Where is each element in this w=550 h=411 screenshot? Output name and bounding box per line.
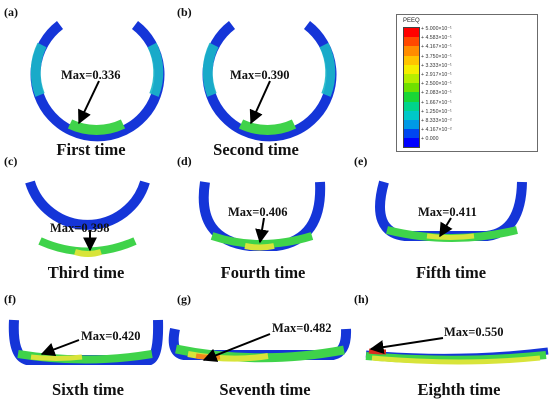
panel-c-caption: Third time	[47, 263, 125, 282]
panel-d-letter: (d)	[177, 154, 192, 168]
legend-swatch	[404, 92, 419, 102]
legend-swatch	[404, 55, 419, 65]
panel-d-max-label: Max=0.406	[228, 205, 288, 219]
panel-b-shape	[202, 21, 337, 142]
legend-label: + 2.500×10⁻¹	[421, 81, 452, 88]
panel-c-letter: (c)	[4, 154, 18, 168]
legend-swatch	[404, 28, 419, 38]
panel-h-caption: Eighth time	[417, 380, 501, 399]
legend-swatch	[404, 101, 419, 111]
panel-h-shape	[365, 337, 549, 365]
panel-h-max-label: Max=0.550	[444, 325, 504, 339]
legend-swatch	[404, 119, 419, 130]
legend-label: + 4.167×10⁻¹	[421, 44, 452, 51]
legend-swatch	[404, 37, 419, 47]
legend-swatch	[404, 129, 419, 139]
panel-g-max-label: Max=0.482	[272, 321, 332, 335]
legend-label: + 3.750×10⁻¹	[421, 53, 452, 60]
panel-a-max-label: Max=0.336	[61, 68, 121, 82]
panel-c-shape	[25, 180, 150, 257]
panel-b-letter: (b)	[177, 5, 192, 19]
legend-label: + 3.333×10⁻¹	[421, 62, 452, 69]
legend-label: + 2.917×10⁻¹	[421, 71, 452, 78]
legend-swatch	[404, 83, 419, 93]
panel-e-shape	[375, 180, 527, 242]
legend-swatch	[404, 110, 419, 120]
legend-label: + 4.167×10⁻²	[421, 127, 452, 134]
legend-swatch	[404, 73, 419, 84]
panel-a-caption: First time	[56, 140, 126, 159]
legend-title: PEEQ	[403, 18, 420, 24]
panel-c-max-label: Max=0.398	[50, 221, 110, 235]
panel-e-caption: Fifth time	[415, 263, 487, 282]
panel-a-shape	[30, 21, 165, 142]
panel-g-letter: (g)	[177, 292, 191, 306]
panel-e-max-label: Max=0.411	[418, 205, 477, 219]
panel-e-letter: (e)	[354, 154, 368, 168]
panel-b-caption: Second time	[213, 140, 299, 159]
panel-f-shape	[8, 319, 164, 365]
panel-h-letter: (h)	[354, 292, 369, 306]
legend-swatch	[404, 64, 419, 74]
legend-label: + 0.000	[421, 136, 439, 143]
legend-label: + 8.333×10⁻²	[421, 117, 452, 124]
legend-labels: + 5.000×10⁻¹ + 4.583×10⁻¹ + 4.167×10⁻¹ + 3.…	[421, 25, 452, 144]
panel-f-max-label: Max=0.420	[81, 329, 141, 343]
legend-label: + 4.583×10⁻¹	[421, 35, 452, 42]
panel-f-letter: (f)	[4, 292, 16, 306]
legend-swatch	[404, 46, 419, 56]
legend-label: + 2.083×10⁻¹	[421, 90, 452, 97]
peeq-legend: PEEQ + 5.000×10⁻¹ + 4.583×10⁻¹ + 4.167×10⁻…	[396, 14, 538, 152]
panel-g-shape	[168, 327, 352, 363]
legend-label: + 5.000×10⁻¹	[421, 26, 452, 32]
panel-a-letter: (a)	[4, 5, 18, 19]
panel-d-shape	[198, 181, 326, 251]
legend-swatch	[404, 138, 419, 148]
panel-b-max-label: Max=0.390	[230, 68, 290, 82]
legend-swatches	[403, 27, 420, 149]
panel-g-caption: Seventh time	[219, 380, 311, 399]
panel-f-caption: Sixth time	[52, 380, 124, 399]
panel-d-caption: Fourth time	[220, 263, 306, 282]
legend-label: + 1.667×10⁻¹	[421, 99, 452, 106]
legend-label: + 1.250×10⁻¹	[421, 108, 452, 115]
